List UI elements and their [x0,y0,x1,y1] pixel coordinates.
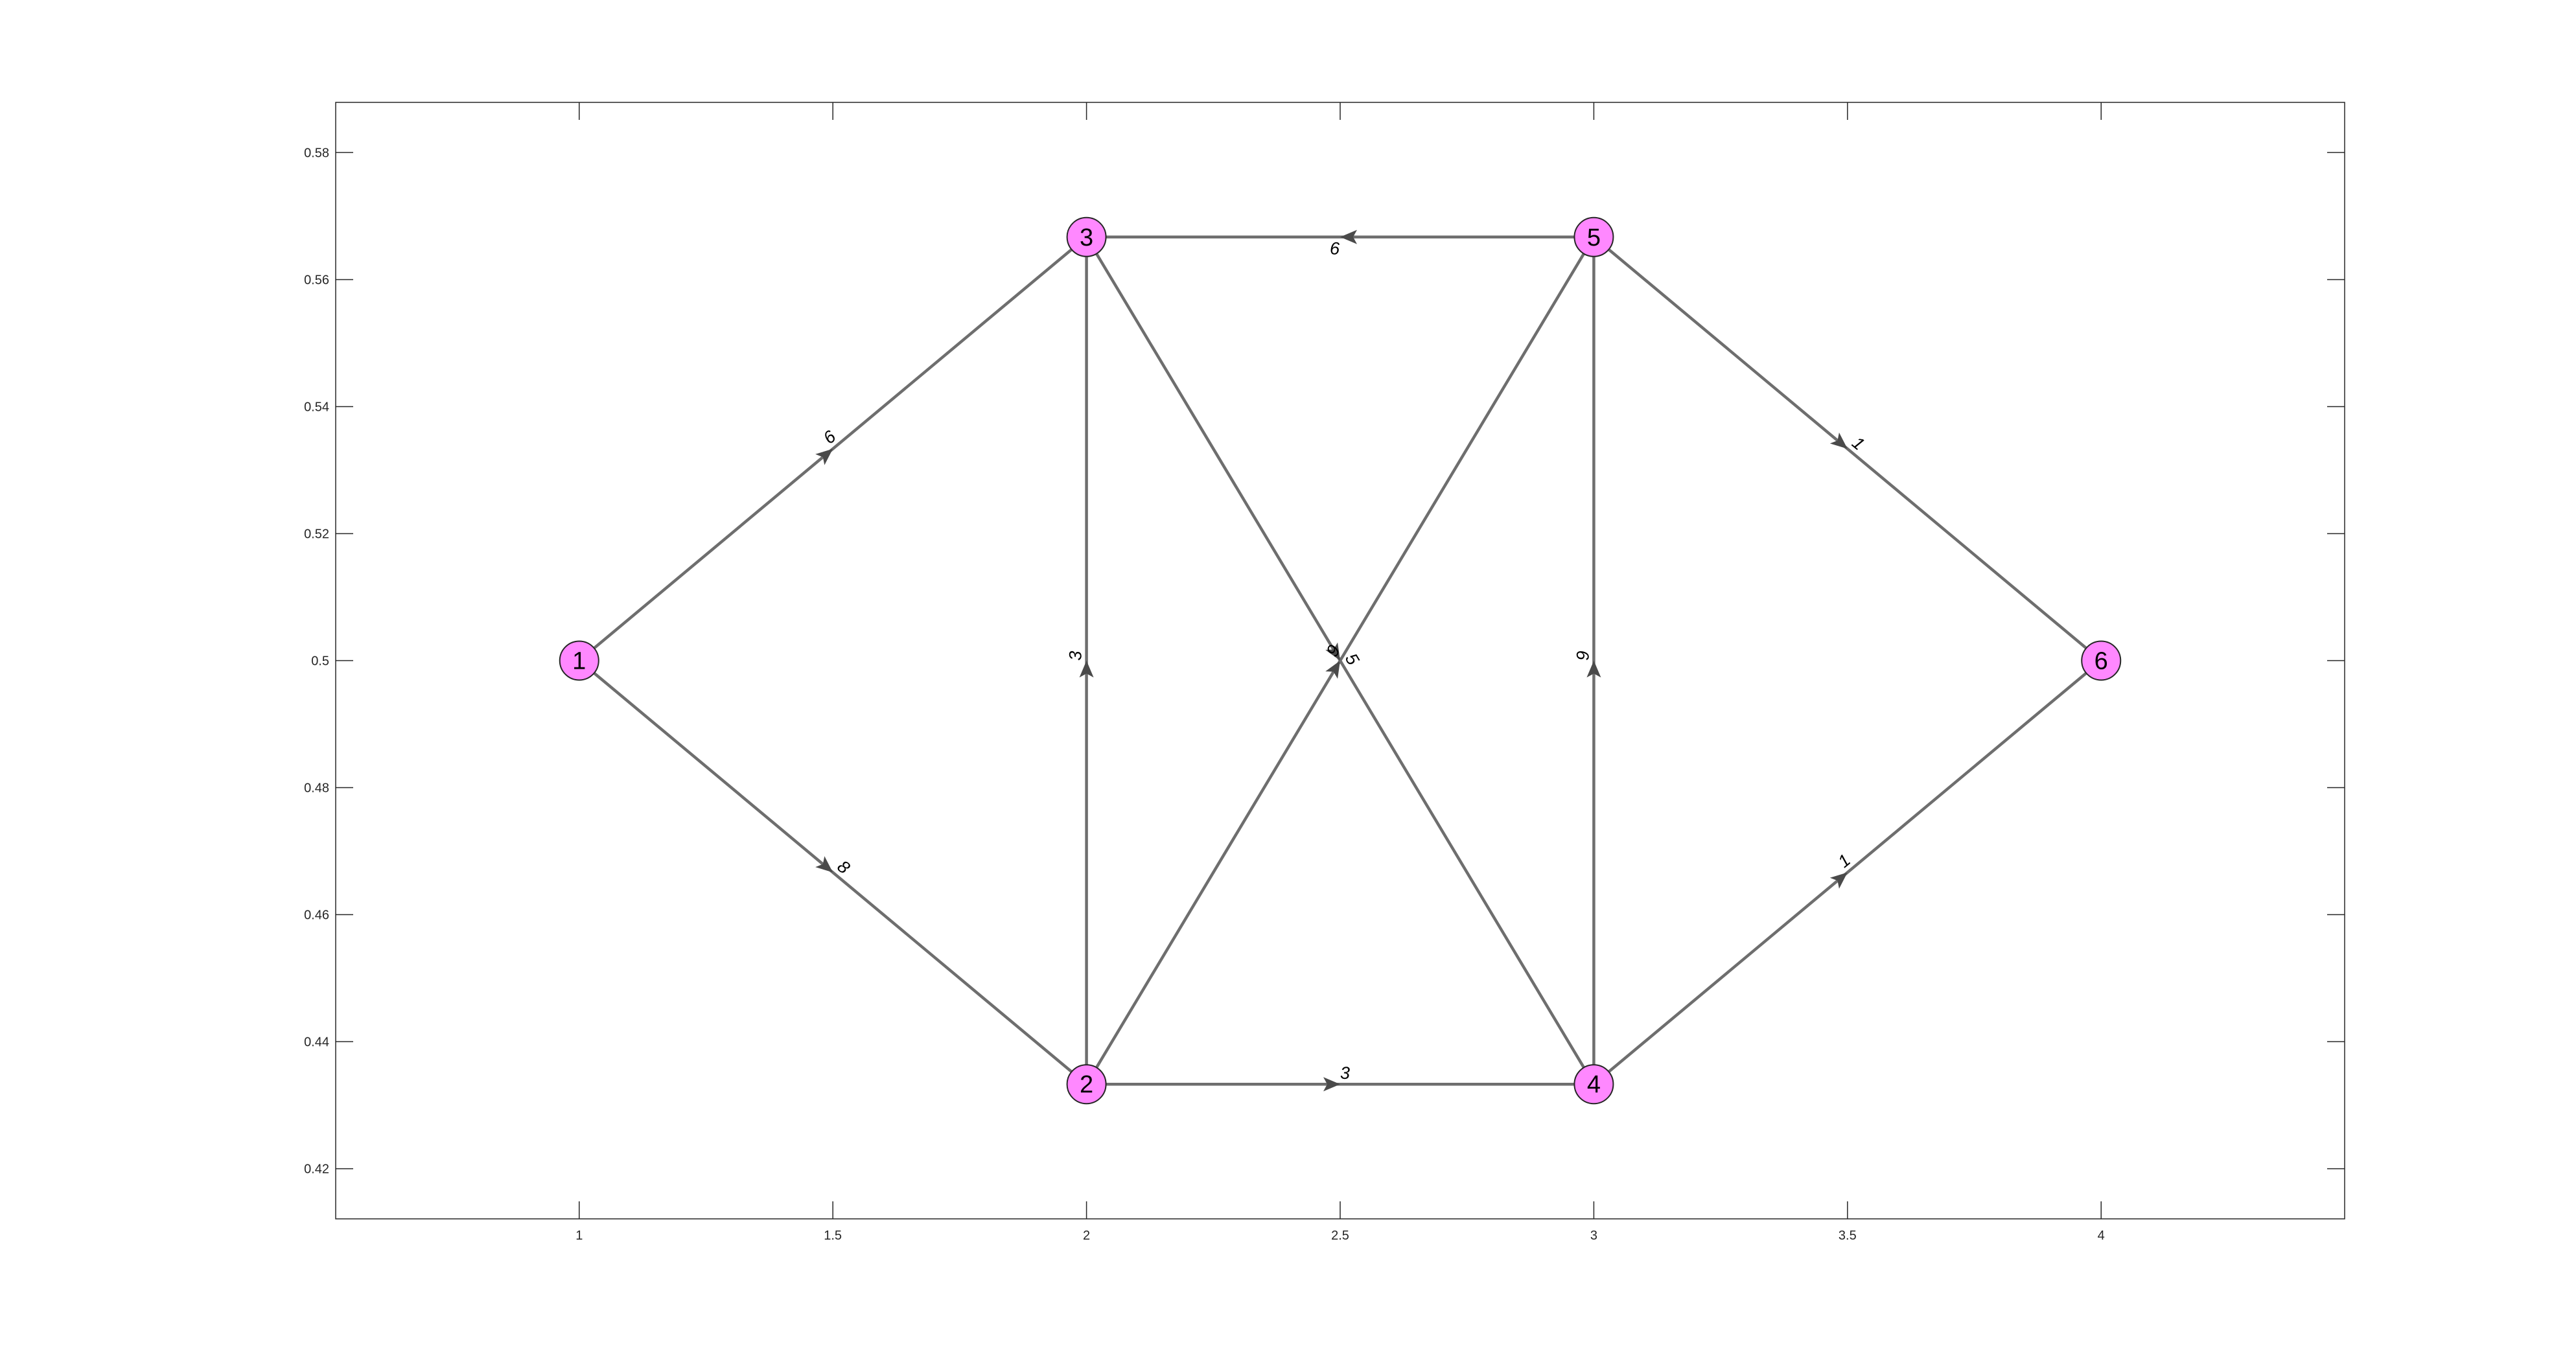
y-tick-label: 0.44 [304,1035,329,1050]
edge-1-2 [578,659,1088,1085]
node-5 [1573,216,1614,257]
node-1 [559,640,599,681]
edge-arrow-3-4 [1325,642,1340,661]
node-4 [1573,1064,1614,1105]
edge-arrow-1-2 [815,856,833,873]
edge-arrow-1-3 [815,448,833,465]
y-tick-label: 0.58 [304,146,329,160]
y-tick-label: 0.52 [304,527,329,541]
y-tick-label: 0.46 [304,908,329,923]
edge-weight-label: 3 [1066,651,1085,660]
edge-weight-label: 9 [1573,651,1592,660]
axis-ticks: 1 1.5 2 2.5 3 3.5 4 0.42 0.44 0.46 0.48 0.5 0.52 0.54… [304,102,2345,1243]
edge-arrow-2-3 [1079,660,1094,678]
x-tick-label: 3.5 [1839,1229,1857,1243]
node-label: 2 [1080,1071,1093,1098]
nodes: 1 2 3 4 5 6 [559,216,2122,1105]
x-tick-label: 3 [1590,1229,1597,1243]
edge-weight-label: 3 [1340,1063,1350,1083]
node-label: 5 [1587,224,1601,251]
y-tick-label: 0.56 [304,273,329,287]
x-tick-label: 1.5 [824,1229,842,1243]
node-label: 1 [572,648,586,675]
y-tick-label: 0.5 [311,654,329,669]
edge-arrow-5-3 [1340,229,1357,244]
edge-4-6 [1592,659,2102,1085]
y-tick-label: 0.54 [304,400,329,414]
x-tick-label: 1 [575,1229,583,1243]
y-tick-label: 0.48 [304,781,329,796]
node-label: 6 [2094,648,2108,675]
x-tick-label: 2.5 [1331,1229,1349,1243]
x-tick-label: 2 [1083,1229,1090,1243]
edge-arrow-2-4 [1323,1077,1340,1092]
edge-1-3 [578,236,1088,662]
edge-arrow-4-6 [1829,872,1848,889]
x-tick-label: 4 [2098,1229,2105,1243]
edge-arrow-4-5 [1586,660,1601,678]
node-3 [1066,216,1107,257]
y-tick-label: 0.42 [304,1162,329,1177]
node-2 [1066,1064,1107,1105]
node-label: 4 [1587,1071,1601,1098]
edge-weight-label: 9 [1330,238,1340,258]
edge-5-6 [1592,236,2102,662]
edge-arrow-2-5 [1325,660,1340,679]
node-label: 3 [1080,224,1093,251]
edge-arrow-5-6 [1829,432,1848,449]
edges [578,229,2102,1092]
edge-3-4 [1085,236,1595,1085]
node-6 [2081,640,2122,681]
